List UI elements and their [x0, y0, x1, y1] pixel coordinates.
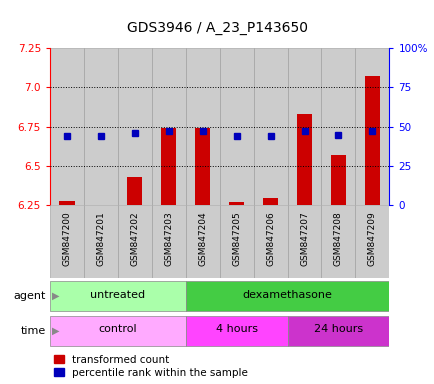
- Text: ▶: ▶: [52, 326, 59, 336]
- Text: GSM847201: GSM847201: [96, 211, 105, 266]
- FancyBboxPatch shape: [50, 281, 185, 311]
- Bar: [185, 48, 219, 205]
- FancyBboxPatch shape: [355, 205, 388, 278]
- Text: GSM847209: GSM847209: [367, 211, 376, 266]
- Text: GDS3946 / A_23_P143650: GDS3946 / A_23_P143650: [127, 21, 307, 35]
- Text: untreated: untreated: [90, 290, 145, 300]
- Bar: [355, 48, 388, 205]
- Bar: [219, 48, 253, 205]
- Text: time: time: [20, 326, 46, 336]
- FancyBboxPatch shape: [219, 205, 253, 278]
- Bar: [287, 48, 321, 205]
- Text: control: control: [99, 324, 137, 334]
- FancyBboxPatch shape: [287, 205, 321, 278]
- Text: GSM847208: GSM847208: [333, 211, 342, 266]
- Bar: [93, 205, 108, 207]
- FancyBboxPatch shape: [253, 205, 287, 278]
- Bar: [296, 114, 312, 205]
- Bar: [321, 48, 355, 205]
- FancyBboxPatch shape: [321, 205, 355, 278]
- Bar: [228, 202, 244, 205]
- Bar: [118, 48, 151, 205]
- Bar: [84, 48, 118, 205]
- Text: GSM847206: GSM847206: [266, 211, 274, 266]
- Bar: [262, 198, 278, 205]
- Bar: [127, 177, 142, 205]
- Bar: [151, 48, 185, 205]
- FancyBboxPatch shape: [287, 316, 388, 346]
- Bar: [161, 128, 176, 205]
- Text: agent: agent: [13, 291, 46, 301]
- Text: GSM847204: GSM847204: [198, 211, 207, 266]
- Text: GSM847200: GSM847200: [62, 211, 71, 266]
- Text: GSM847202: GSM847202: [130, 211, 139, 266]
- Bar: [194, 128, 210, 205]
- Text: dexamethasone: dexamethasone: [242, 290, 332, 300]
- FancyBboxPatch shape: [50, 316, 185, 346]
- FancyBboxPatch shape: [185, 205, 219, 278]
- Text: ▶: ▶: [52, 291, 59, 301]
- Text: GSM847205: GSM847205: [232, 211, 240, 266]
- FancyBboxPatch shape: [151, 205, 185, 278]
- FancyBboxPatch shape: [50, 205, 84, 278]
- FancyBboxPatch shape: [185, 281, 388, 311]
- FancyBboxPatch shape: [185, 316, 287, 346]
- Text: GSM847203: GSM847203: [164, 211, 173, 266]
- Text: 4 hours: 4 hours: [215, 324, 257, 334]
- Bar: [364, 76, 379, 205]
- Bar: [253, 48, 287, 205]
- Bar: [330, 155, 345, 205]
- FancyBboxPatch shape: [84, 205, 118, 278]
- FancyBboxPatch shape: [118, 205, 151, 278]
- Text: GSM847207: GSM847207: [299, 211, 308, 266]
- Bar: [59, 201, 75, 205]
- Text: 24 hours: 24 hours: [313, 324, 362, 334]
- Legend: transformed count, percentile rank within the sample: transformed count, percentile rank withi…: [53, 355, 248, 378]
- Bar: [50, 48, 84, 205]
